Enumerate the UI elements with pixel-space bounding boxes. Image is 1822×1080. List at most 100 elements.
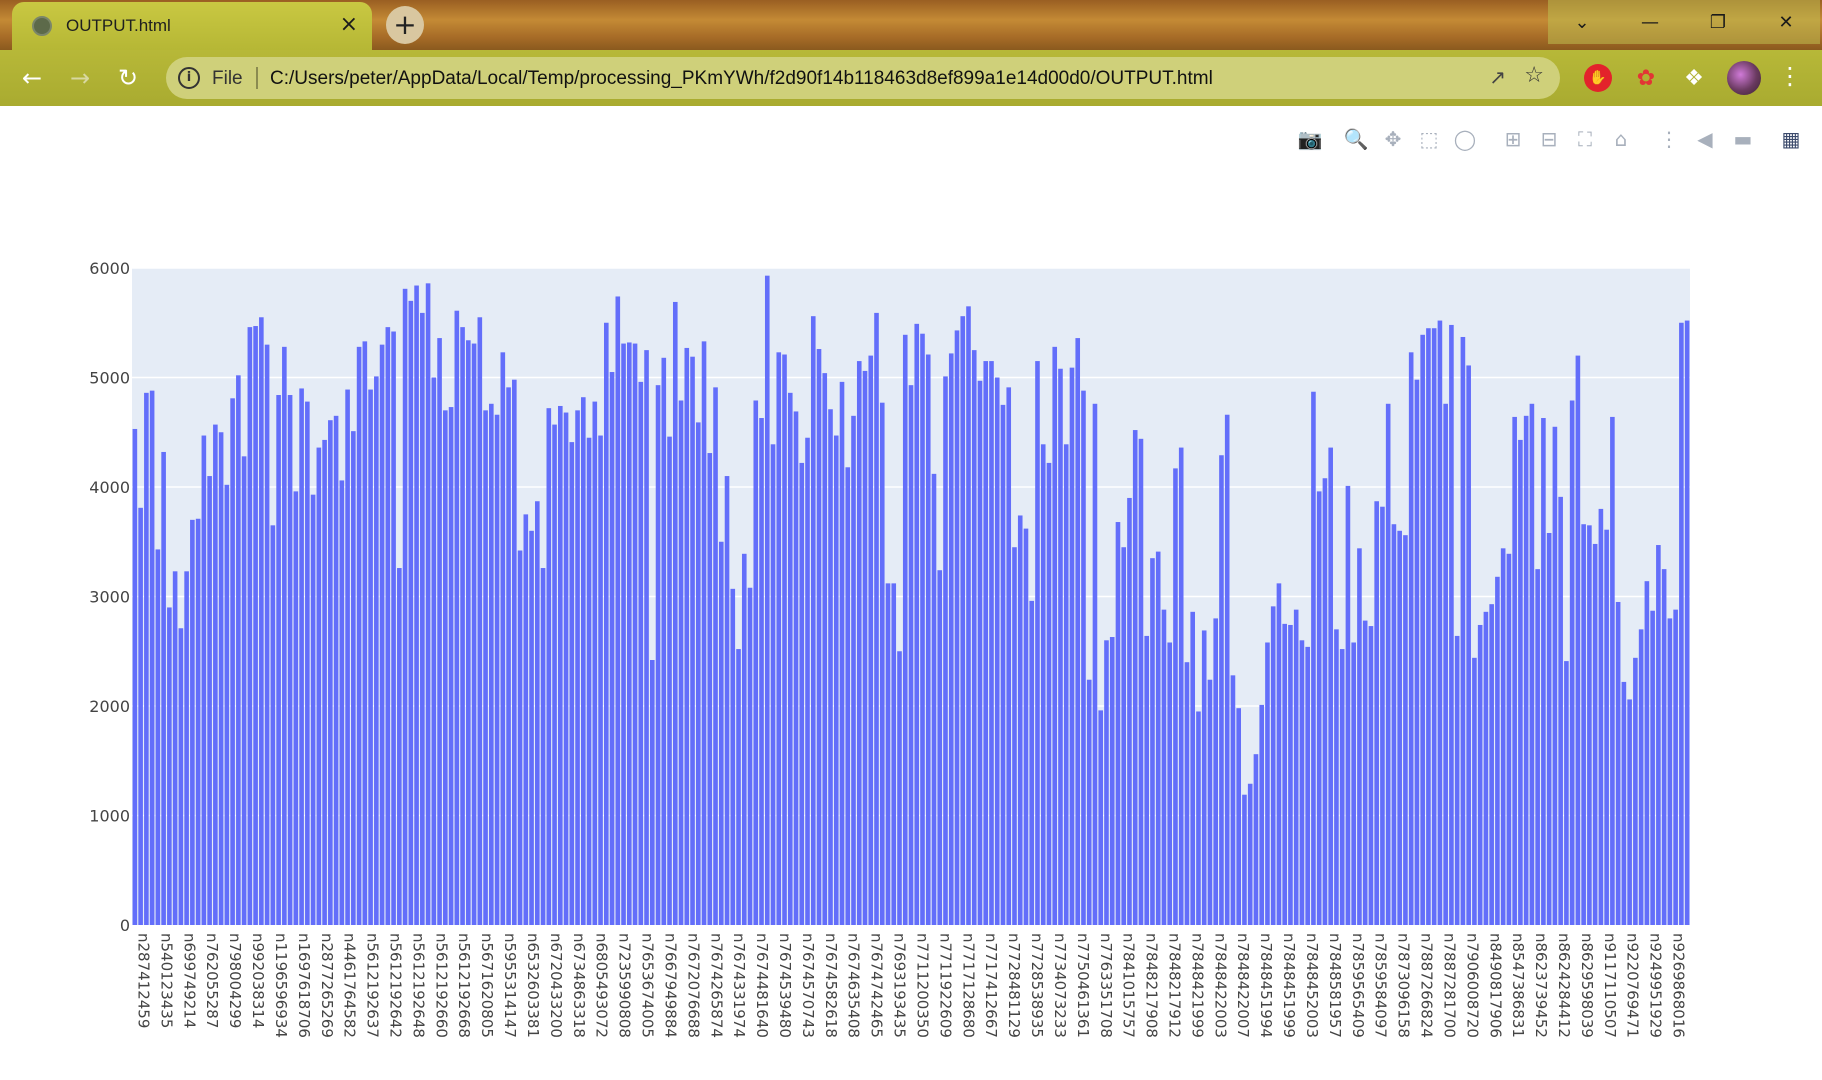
bar[interactable] <box>764 275 770 925</box>
bar[interactable] <box>822 373 828 925</box>
bar[interactable] <box>1535 569 1540 925</box>
bar[interactable] <box>736 649 741 925</box>
bar[interactable] <box>1144 635 1150 925</box>
bar[interactable] <box>483 410 488 926</box>
bar[interactable] <box>948 353 954 925</box>
bar[interactable] <box>1380 506 1385 925</box>
red-extension-icon[interactable]: ✿ <box>1636 65 1656 91</box>
bookmark-star-icon[interactable]: ☆ <box>1524 63 1544 88</box>
bar[interactable] <box>489 403 494 925</box>
bar[interactable] <box>293 491 299 925</box>
bar[interactable] <box>374 376 379 925</box>
bar[interactable] <box>328 420 333 925</box>
bar[interactable] <box>1138 438 1144 925</box>
bar[interactable] <box>891 583 897 925</box>
bar[interactable] <box>1046 462 1052 925</box>
bar[interactable] <box>885 583 891 925</box>
bar[interactable] <box>753 400 759 925</box>
share-icon[interactable]: ↗ <box>1489 65 1506 89</box>
bar[interactable] <box>1069 367 1075 925</box>
lasso-icon[interactable]: ◯ <box>1453 127 1477 151</box>
bar[interactable] <box>253 326 258 925</box>
bar[interactable] <box>155 549 161 925</box>
bar[interactable] <box>707 453 713 925</box>
bar[interactable] <box>517 550 523 925</box>
bar[interactable] <box>149 390 155 925</box>
bar[interactable] <box>1161 609 1167 925</box>
bar[interactable] <box>1127 497 1132 925</box>
bar[interactable] <box>1512 416 1517 925</box>
bar[interactable] <box>1638 629 1644 925</box>
bar[interactable] <box>598 435 603 925</box>
bar[interactable] <box>1173 468 1178 925</box>
bar[interactable] <box>1265 642 1270 925</box>
bar[interactable] <box>1023 528 1029 925</box>
bar[interactable] <box>879 402 885 925</box>
bar[interactable] <box>1558 496 1563 925</box>
bar[interactable] <box>1351 642 1356 925</box>
bar[interactable] <box>833 435 839 925</box>
bar[interactable] <box>1552 426 1558 925</box>
bar[interactable] <box>845 467 851 925</box>
bar[interactable] <box>1368 626 1374 925</box>
bar[interactable] <box>1569 400 1575 925</box>
bar[interactable] <box>1184 662 1190 925</box>
bar[interactable] <box>776 352 782 925</box>
bar[interactable] <box>213 424 218 925</box>
bar[interactable] <box>862 370 868 925</box>
bar[interactable] <box>270 525 276 925</box>
autoscale-icon[interactable]: ⛶ <box>1578 127 1592 151</box>
bar[interactable] <box>1673 609 1678 925</box>
bar[interactable] <box>828 409 833 925</box>
bar[interactable] <box>1443 403 1448 925</box>
forward-arrow-icon[interactable]: → <box>69 64 91 92</box>
bar[interactable] <box>1052 346 1058 926</box>
bar[interactable] <box>989 361 994 925</box>
bar[interactable] <box>1219 455 1224 925</box>
bar[interactable] <box>1604 529 1609 925</box>
bar[interactable] <box>494 414 500 925</box>
bar[interactable] <box>1190 611 1196 925</box>
bar[interactable] <box>920 333 925 925</box>
bar[interactable] <box>586 437 592 925</box>
bar[interactable] <box>672 301 678 925</box>
bar[interactable] <box>1397 530 1402 925</box>
bar[interactable] <box>1006 387 1012 926</box>
bar[interactable] <box>1483 611 1489 925</box>
bar[interactable] <box>925 354 931 925</box>
bar[interactable] <box>661 357 667 925</box>
bar[interactable] <box>1167 642 1173 925</box>
bar[interactable] <box>523 514 529 925</box>
bar[interactable] <box>431 377 437 926</box>
bar[interactable] <box>1299 640 1305 925</box>
bar[interactable] <box>856 361 862 925</box>
back-arrow-icon[interactable]: ← <box>21 64 43 92</box>
bar[interactable] <box>1000 404 1006 925</box>
bar[interactable] <box>954 330 960 925</box>
bar[interactable] <box>1650 610 1655 925</box>
bar[interactable] <box>1207 679 1213 925</box>
box-select-icon[interactable]: ⬚ <box>1419 127 1439 151</box>
bar[interactable] <box>1431 328 1437 926</box>
bar[interactable] <box>971 350 977 925</box>
bar[interactable] <box>1362 620 1368 925</box>
zoom-icon[interactable]: 🔍 <box>1343 127 1369 151</box>
bar[interactable] <box>552 424 557 925</box>
bar[interactable] <box>201 435 207 925</box>
bar[interactable] <box>1012 547 1017 925</box>
bar[interactable] <box>1391 524 1397 925</box>
adblock-extension-icon[interactable]: ✋ <box>1584 64 1612 92</box>
bar[interactable] <box>1334 629 1339 925</box>
bar[interactable] <box>1627 699 1632 925</box>
bar[interactable] <box>241 456 247 925</box>
bar[interactable] <box>1316 491 1322 925</box>
bar[interactable] <box>190 519 195 925</box>
bar[interactable] <box>247 327 253 925</box>
bar[interactable] <box>138 507 143 925</box>
bar[interactable] <box>638 381 644 925</box>
extensions-puzzle-icon[interactable]: ❖ <box>1684 65 1704 91</box>
bar[interactable] <box>1403 535 1408 925</box>
bar[interactable] <box>1345 485 1351 925</box>
bar[interactable] <box>678 400 684 925</box>
bar[interactable] <box>1040 444 1046 925</box>
